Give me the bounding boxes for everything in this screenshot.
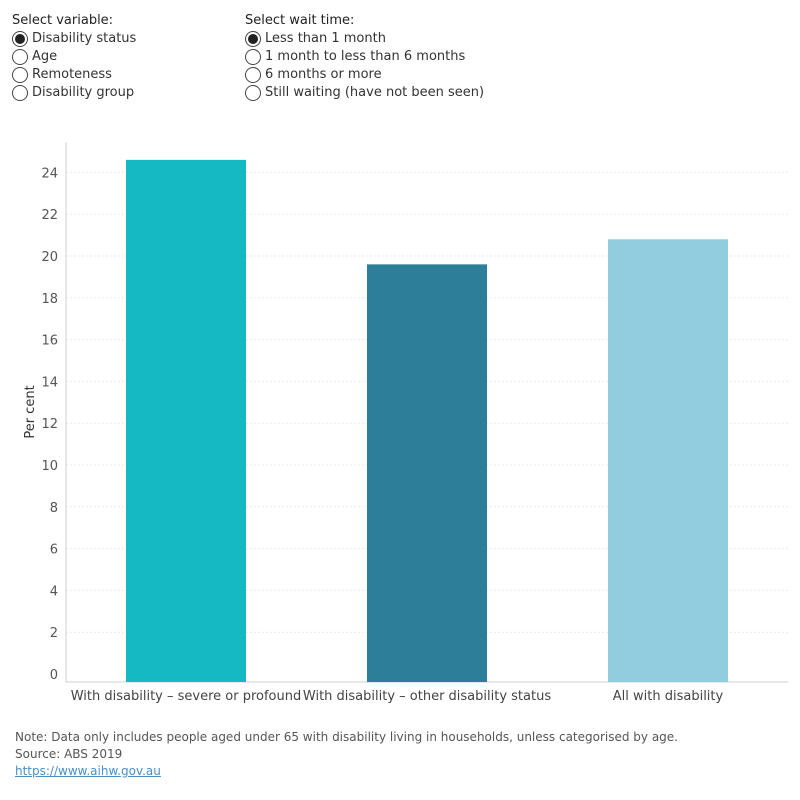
- y-tick-label: 6: [50, 543, 58, 558]
- y-tick-label: 2: [50, 626, 58, 641]
- radio-option-disability-status[interactable]: Disability status: [12, 30, 136, 48]
- radio-unselected-icon[interactable]: [12, 49, 28, 65]
- radio-option-disability-group[interactable]: Disability group: [12, 84, 136, 102]
- radio-selected-icon[interactable]: [245, 31, 261, 47]
- y-tick-label: 22: [41, 208, 58, 223]
- y-tick-label: 24: [41, 166, 58, 181]
- bar: [367, 264, 487, 682]
- y-tick-label: 16: [41, 334, 58, 349]
- radio-unselected-icon[interactable]: [12, 85, 28, 101]
- footer-source: Source: ABS 2019: [15, 747, 123, 761]
- chart-footer: Note: Data only includes people aged und…: [15, 729, 678, 780]
- x-category-label: With disability – other disability statu…: [303, 689, 551, 704]
- radio-label: Still waiting (have not been seen): [265, 85, 485, 100]
- bar: [126, 159, 246, 683]
- radio-label: Remoteness: [32, 67, 112, 82]
- y-tick-label: 18: [41, 292, 58, 307]
- x-category-label: With disability – severe or profound: [71, 689, 302, 704]
- radio-unselected-icon[interactable]: [245, 49, 261, 65]
- radio-label: 6 months or more: [265, 67, 382, 82]
- y-tick-label: 12: [41, 417, 58, 432]
- radio-option-less-than-1-month[interactable]: Less than 1 month: [245, 30, 484, 48]
- radio-label: Age: [32, 49, 58, 64]
- radio-unselected-icon[interactable]: [245, 85, 261, 101]
- radio-label: 1 month to less than 6 months: [265, 49, 466, 64]
- wait-time-selector: Select wait time: Less than 1 month 1 mo…: [245, 12, 484, 102]
- bar-chart: 0 2 4 6 8 10 12 14 16 18 20 22 24 Per cent With disabi…: [0, 130, 800, 710]
- radio-label: Disability group: [32, 85, 135, 100]
- radio-option-remoteness[interactable]: Remoteness: [12, 66, 136, 84]
- y-tick-label: 0: [50, 668, 58, 683]
- variable-selector: Select variable: Disability status Age R…: [12, 12, 136, 102]
- radio-option-6-months-or-more[interactable]: 6 months or more: [245, 66, 484, 84]
- y-tick-label: 8: [50, 501, 58, 516]
- radio-unselected-icon[interactable]: [245, 67, 261, 83]
- bar: [608, 239, 728, 682]
- x-category-label: All with disability: [613, 689, 724, 704]
- radio-label: Disability status: [32, 31, 137, 46]
- radio-unselected-icon[interactable]: [12, 67, 28, 83]
- y-tick-label: 4: [50, 584, 58, 599]
- radio-option-still-waiting[interactable]: Still waiting (have not been seen): [245, 84, 484, 102]
- footer-link[interactable]: https://www.aihw.gov.au: [15, 764, 161, 778]
- radio-option-age[interactable]: Age: [12, 48, 136, 66]
- wait-time-selector-title: Select wait time:: [245, 13, 355, 28]
- y-axis-title: Per cent: [23, 385, 38, 438]
- y-tick-label: 14: [41, 375, 58, 390]
- radio-option-1-to-6-months[interactable]: 1 month to less than 6 months: [245, 48, 484, 66]
- radio-label: Less than 1 month: [265, 31, 386, 46]
- footer-note: Note: Data only includes people aged und…: [15, 730, 678, 744]
- y-tick-label: 10: [41, 459, 58, 474]
- radio-selected-icon[interactable]: [12, 31, 28, 47]
- y-tick-label: 20: [41, 250, 58, 265]
- variable-selector-title: Select variable:: [12, 13, 114, 28]
